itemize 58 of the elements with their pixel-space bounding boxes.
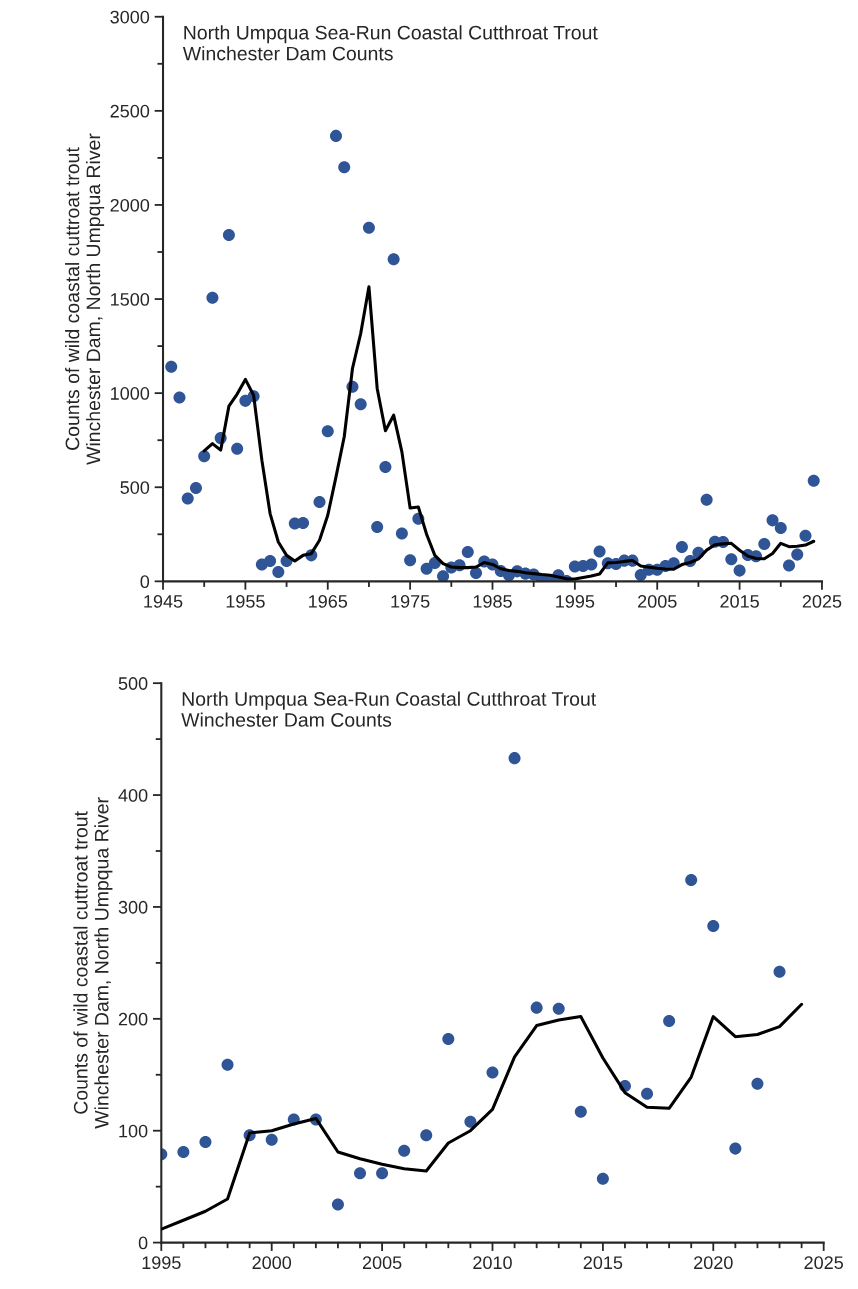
point bbox=[773, 965, 786, 978]
point bbox=[641, 1087, 654, 1100]
x-tick-label: 1985 bbox=[473, 595, 512, 608]
y-tick-label: 1500 bbox=[111, 292, 150, 306]
x-tick-label: 2010 bbox=[473, 1256, 512, 1270]
point bbox=[508, 752, 521, 765]
x-tick-label: 1975 bbox=[391, 595, 430, 608]
point bbox=[729, 1142, 742, 1155]
point bbox=[177, 1145, 190, 1158]
point bbox=[596, 1172, 609, 1185]
x-tick-label: 2015 bbox=[720, 595, 759, 608]
y-tick-label: 500 bbox=[120, 481, 150, 494]
y-tick-label: 3000 bbox=[110, 10, 150, 24]
point bbox=[464, 1115, 477, 1128]
point bbox=[221, 1058, 234, 1071]
y-tick-label: 400 bbox=[118, 788, 148, 802]
x-tick-label: 2005 bbox=[638, 595, 677, 608]
point bbox=[707, 919, 720, 932]
y-tick-label: 2000 bbox=[110, 198, 150, 212]
x-tick-label: 2020 bbox=[694, 1256, 733, 1270]
point bbox=[354, 1167, 367, 1180]
y-tick-label: 300 bbox=[118, 900, 148, 914]
point bbox=[420, 1129, 433, 1142]
point bbox=[442, 1032, 455, 1045]
x-tick-label: 2025 bbox=[802, 595, 842, 608]
y-axis-title: Counts of wild coastal cuttroat trout Winchester Dam, North Umpqua River bbox=[73, 797, 113, 1129]
point bbox=[552, 1002, 565, 1015]
line-series bbox=[161, 1002, 804, 1231]
y-tick-label: 1000 bbox=[111, 387, 150, 400]
point bbox=[574, 1105, 587, 1118]
point bbox=[376, 1167, 389, 1180]
y-tick-label: 2500 bbox=[110, 104, 150, 118]
x-tick-label: 2015 bbox=[583, 1256, 623, 1270]
y-tick-label: 200 bbox=[118, 1012, 148, 1026]
x-tick-label: 2005 bbox=[362, 1256, 402, 1270]
point bbox=[265, 1133, 278, 1146]
point bbox=[530, 1001, 543, 1014]
x-tick-label: 1945 bbox=[144, 595, 183, 608]
x-tick-label: 2000 bbox=[252, 1256, 292, 1270]
x-tick-label: 1965 bbox=[309, 595, 348, 608]
text: North Umpqua Sea-Run Coastal Cutthroat Trout Winchester Dam Counts bbox=[182, 25, 598, 61]
point bbox=[398, 1144, 411, 1157]
y-axis-title: Counts of wild coastal cuttroat trout Winchester Dam, North Umpqua River bbox=[65, 133, 105, 465]
y-tick-label: 0 bbox=[140, 575, 150, 589]
point bbox=[663, 1015, 676, 1028]
x-tick-label: 2025 bbox=[804, 1256, 844, 1270]
point bbox=[331, 1198, 344, 1211]
text: North Umpqua Sea-Run Coastal Cutthroat Trout Winchester Dam Counts bbox=[181, 691, 597, 727]
x-tick-label: 1995 bbox=[556, 595, 595, 608]
point bbox=[685, 874, 698, 887]
point bbox=[199, 1135, 212, 1148]
x-tick-label: 1955 bbox=[226, 595, 265, 608]
y-tick-label: 100 bbox=[119, 1124, 148, 1138]
point bbox=[751, 1077, 764, 1090]
y-tick-label: 0 bbox=[138, 1236, 148, 1250]
point bbox=[486, 1066, 499, 1079]
y-tick-label: 500 bbox=[118, 677, 148, 690]
x-tick-label: 1995 bbox=[142, 1256, 181, 1270]
